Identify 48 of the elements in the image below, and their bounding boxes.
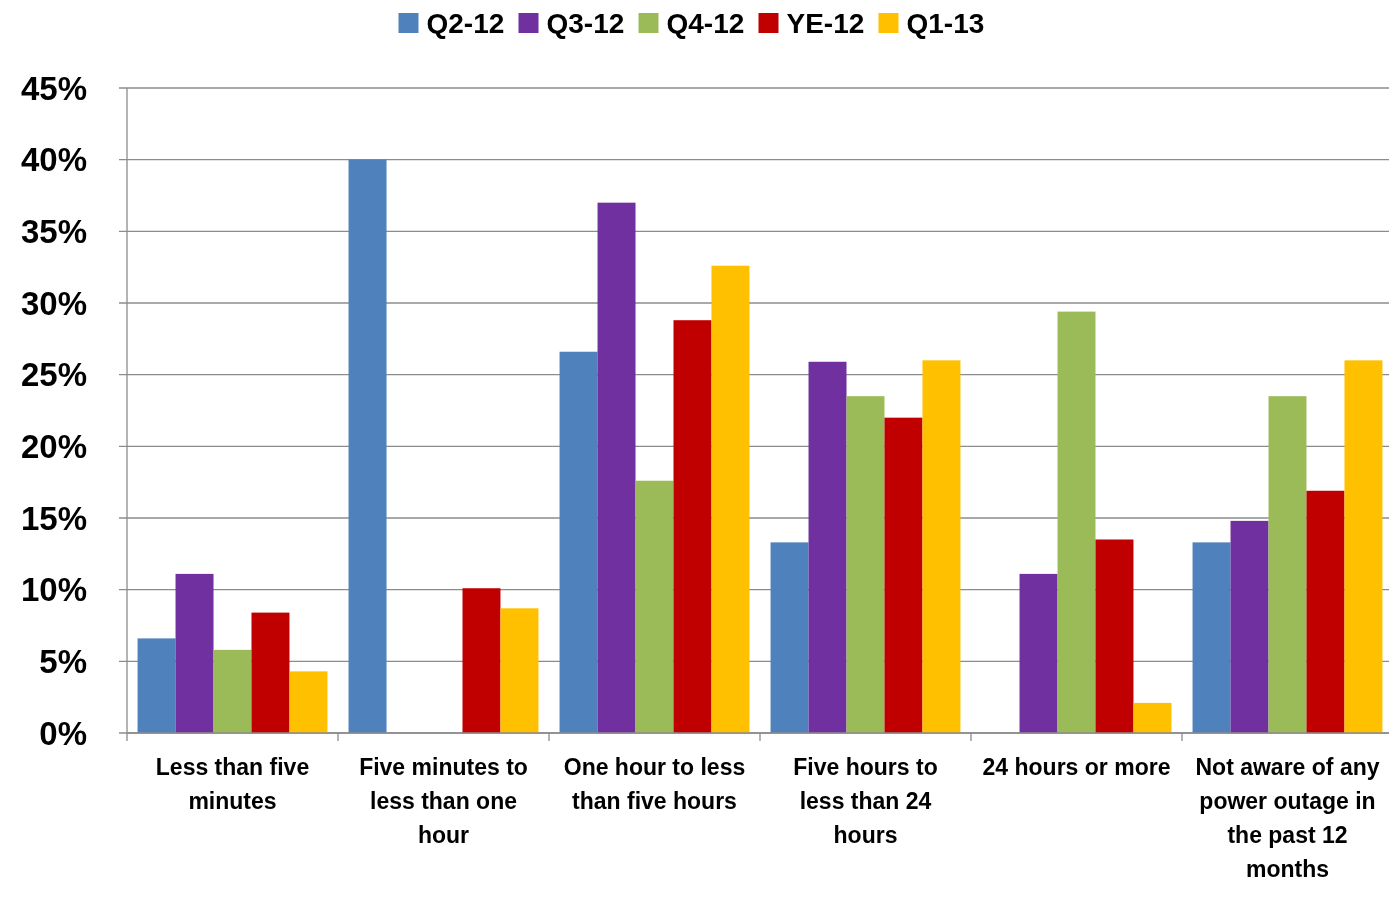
bar — [1095, 539, 1134, 733]
y-tick-label: 35% — [20, 212, 87, 250]
bar — [175, 573, 214, 733]
legend-label: Q3-12 — [546, 7, 625, 39]
bar — [1306, 490, 1345, 733]
x-tick-label: Not aware of any power outage in the past 12 months — [1195, 754, 1380, 882]
bar — [1133, 702, 1172, 733]
y-tick-label: 45% — [20, 69, 87, 107]
bar — [808, 361, 847, 733]
y-tick-label: 20% — [20, 427, 87, 465]
bar — [1268, 396, 1307, 733]
bar — [1192, 542, 1231, 733]
y-tick-label: 40% — [20, 141, 87, 179]
y-tick-label: 30% — [20, 284, 87, 322]
bar — [711, 265, 750, 733]
bar — [635, 480, 674, 733]
bar — [137, 638, 176, 733]
x-tick-label: One hour to less than five hours — [563, 754, 746, 814]
y-tick-label: 10% — [20, 571, 87, 609]
bar — [559, 351, 598, 733]
y-tick-label: 25% — [20, 356, 87, 394]
bar — [922, 360, 961, 733]
x-tick-label: 24 hours or more — [982, 754, 1171, 780]
legend-label: Q4-12 — [666, 7, 745, 39]
bar — [500, 608, 539, 733]
bar — [1230, 520, 1269, 733]
x-tick-label: Less than five minutes — [155, 754, 310, 814]
x-tick-label: Five hours to less than 24 hours — [793, 754, 938, 848]
bar — [597, 202, 636, 733]
bar — [348, 159, 387, 733]
bar — [770, 542, 809, 733]
bar — [846, 396, 885, 733]
bar — [251, 612, 290, 733]
y-tick-label: 5% — [39, 642, 87, 680]
bar — [673, 320, 712, 733]
legend-label: Q1-13 — [906, 7, 985, 39]
bar — [213, 649, 252, 733]
x-tick-label: Five minutes to less than one hour — [359, 754, 528, 848]
legend-label: YE-12 — [786, 7, 865, 39]
bar — [1019, 573, 1058, 733]
bar — [1344, 360, 1383, 733]
bar — [289, 671, 328, 733]
y-tick-label: 15% — [20, 499, 87, 537]
bar — [884, 417, 923, 733]
bar — [462, 588, 501, 733]
bar — [1057, 311, 1096, 733]
y-tick-label: 0% — [39, 714, 87, 752]
legend-label: Q2-12 — [426, 7, 505, 39]
